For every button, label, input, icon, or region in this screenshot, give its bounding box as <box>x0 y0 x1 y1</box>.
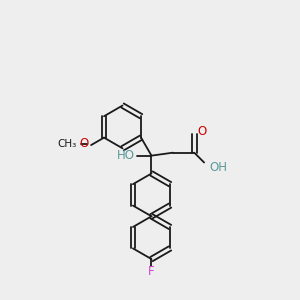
Text: O: O <box>80 137 89 150</box>
Text: F: F <box>148 265 155 278</box>
Text: O: O <box>198 125 207 138</box>
Text: HO: HO <box>116 149 134 162</box>
Text: CH₃: CH₃ <box>58 139 77 148</box>
Text: OH: OH <box>209 161 227 174</box>
